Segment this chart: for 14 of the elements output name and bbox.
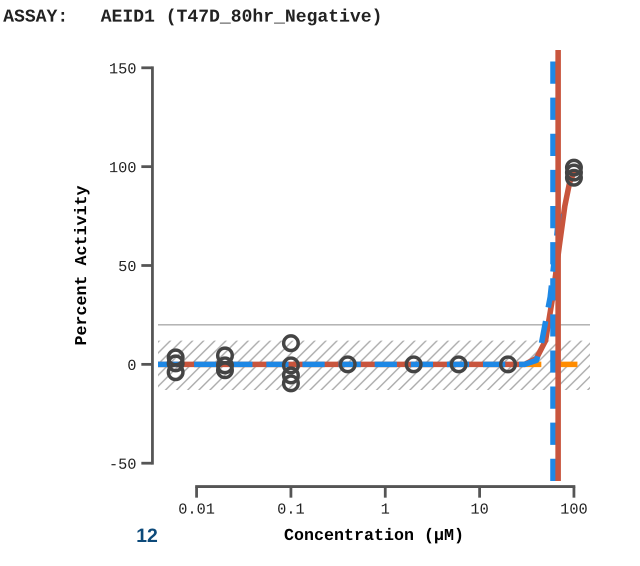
text: 12 [137, 528, 158, 542]
y-tick-label: 50 [119, 260, 136, 272]
x-tick-label: 10 [472, 503, 488, 514]
x-tick-label: 0.01 [179, 503, 214, 514]
x-tick-label: 0.1 [278, 503, 304, 514]
y-axis-title: Percent Activity [74, 186, 90, 344]
x-tick-label: 1 [382, 504, 390, 514]
x-tick-label: 100 [561, 503, 587, 514]
x-axis-title: Concentration (µM) [284, 528, 462, 544]
y-tick-label: -50 [111, 458, 136, 469]
chart-title: ASSAY: AEID1 (T47D_80hr_Negative) [3, 8, 380, 26]
y-tick-label: 100 [110, 162, 136, 172]
y-tick-label: 150 [110, 63, 136, 74]
y-tick-label: 0 [128, 360, 136, 370]
